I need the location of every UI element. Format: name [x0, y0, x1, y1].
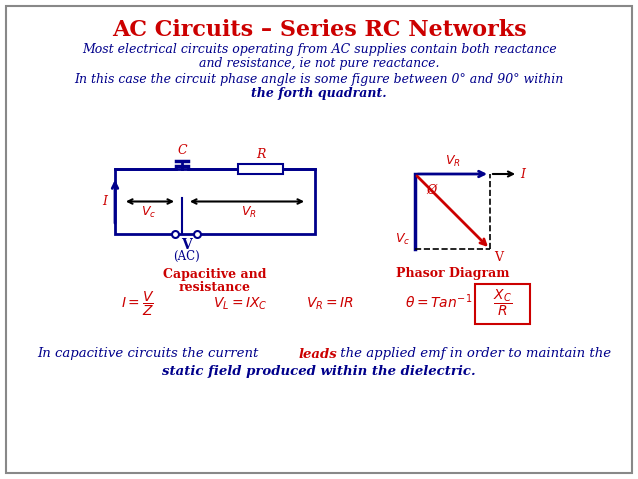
Text: static field produced within the dielectric.: static field produced within the dielect… [162, 365, 476, 377]
Text: (AC): (AC) [173, 250, 199, 263]
Text: and resistance, ie not pure reactance.: and resistance, ie not pure reactance. [199, 57, 439, 70]
Text: Most electrical circuits operating from AC supplies contain both reactance: Most electrical circuits operating from … [82, 43, 556, 56]
Text: V: V [494, 251, 503, 264]
Text: $V_R$: $V_R$ [445, 154, 461, 169]
Text: I: I [102, 195, 107, 208]
Text: $V_R$: $V_R$ [241, 205, 256, 219]
Text: I: I [520, 168, 525, 181]
Text: $I = \dfrac{V}{Z}$: $I = \dfrac{V}{Z}$ [121, 290, 154, 318]
Text: the forth quadrant.: the forth quadrant. [251, 87, 387, 100]
Text: R: R [256, 148, 265, 161]
Text: leads: leads [299, 347, 338, 361]
Text: In capacitive circuits the current: In capacitive circuits the current [37, 347, 263, 361]
Text: In this case the circuit phase angle is some figure between 0° and 90° within: In this case the circuit phase angle is … [75, 73, 563, 86]
Text: Ø: Ø [426, 183, 436, 196]
Text: $V_L = IX_C$: $V_L = IX_C$ [212, 296, 267, 312]
Text: Phasor Diagram: Phasor Diagram [396, 267, 509, 280]
Bar [238, 164, 283, 174]
Text: $V_c$: $V_c$ [395, 232, 410, 247]
Text: $\theta = Tan^{-1}$: $\theta = Tan^{-1}$ [405, 293, 472, 311]
Text: the applied emf in order to maintain the: the applied emf in order to maintain the [336, 347, 611, 361]
Text: C: C [177, 144, 187, 157]
Bar [115, 169, 315, 234]
Text: V: V [181, 238, 191, 252]
Text: resistance: resistance [179, 281, 251, 294]
Bar [475, 284, 530, 324]
Text: Capacitive and: Capacitive and [163, 268, 267, 281]
Text: $V_c$: $V_c$ [141, 205, 156, 219]
Text: AC Circuits – Series RC Networks: AC Circuits – Series RC Networks [112, 19, 526, 41]
Text: $V_R = IR$: $V_R = IR$ [306, 296, 354, 312]
Text: $\dfrac{X_C}{R}$: $\dfrac{X_C}{R}$ [493, 287, 512, 319]
